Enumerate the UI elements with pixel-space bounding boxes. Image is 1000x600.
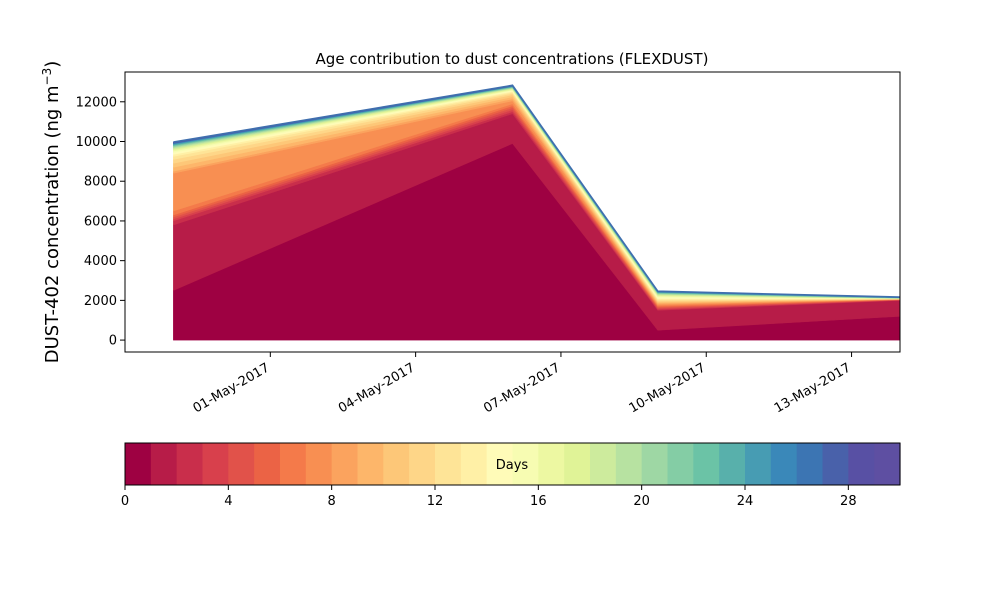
colorbar-cell bbox=[409, 443, 436, 485]
colorbar-cell bbox=[383, 443, 410, 485]
colorbar-cell bbox=[357, 443, 384, 485]
colorbar-cell bbox=[202, 443, 229, 485]
x-tick-label: 13-May-2017 bbox=[772, 360, 854, 416]
colorbar-cell bbox=[796, 443, 824, 485]
colorbar-cells bbox=[125, 443, 901, 485]
y-axis: 0 2000 4000 6000 8000 10000 12000 bbox=[76, 95, 125, 349]
colorbar-cell bbox=[460, 443, 488, 485]
colorbar-cell bbox=[641, 443, 669, 485]
colorbar-tick-label: 24 bbox=[737, 494, 754, 509]
x-axis: 01-May-2017 04-May-2017 07-May-2017 10-May-… bbox=[191, 352, 854, 416]
chart-title: Age contribution to dust concentrations … bbox=[316, 50, 709, 68]
colorbar-cell bbox=[512, 443, 539, 485]
colorbar-cell bbox=[848, 443, 875, 485]
colorbar-tick-label: 12 bbox=[427, 494, 444, 509]
colorbar-cell bbox=[538, 443, 565, 485]
colorbar-cell bbox=[125, 443, 152, 485]
y-tick-label: 10000 bbox=[76, 135, 117, 150]
colorbar-cell bbox=[331, 443, 359, 485]
colorbar-cell bbox=[254, 443, 281, 485]
colorbar-cell bbox=[176, 443, 204, 485]
y-tick-label: 6000 bbox=[84, 214, 117, 229]
area-layers bbox=[173, 84, 901, 341]
colorbar-cell bbox=[486, 443, 514, 485]
colorbar-tick-label: 4 bbox=[224, 494, 232, 509]
y-axis-label-main: DUST-402 concentration (ng m bbox=[42, 85, 63, 363]
colorbar-cell bbox=[435, 443, 462, 485]
y-tick-label: 0 bbox=[109, 334, 117, 349]
colorbar-cell bbox=[615, 443, 643, 485]
colorbar: Days 0 4 8 12 16 20 24 28 bbox=[121, 442, 901, 509]
colorbar-cell bbox=[667, 443, 694, 485]
y-tick-label: 8000 bbox=[84, 175, 117, 190]
total-line bbox=[173, 84, 901, 298]
colorbar-cell bbox=[874, 443, 901, 485]
x-tick-label: 01-May-2017 bbox=[191, 360, 273, 416]
colorbar-frame bbox=[124, 442, 901, 486]
x-tick-label: 04-May-2017 bbox=[336, 360, 418, 416]
y-axis-label-tail: ) bbox=[42, 61, 63, 68]
colorbar-cell bbox=[305, 443, 333, 485]
colorbar-tick-label: 8 bbox=[328, 494, 336, 509]
y-axis-label: DUST-402 concentration (ng m−3) bbox=[40, 61, 63, 364]
colorbar-cell bbox=[822, 443, 849, 485]
colorbar-label: Days bbox=[496, 458, 529, 473]
y-tick-label: 12000 bbox=[76, 95, 117, 110]
plot-frame bbox=[124, 71, 901, 353]
colorbar-tick-label: 28 bbox=[840, 494, 857, 509]
y-axis-label-superscript: −3 bbox=[40, 68, 54, 86]
colorbar-cell bbox=[719, 443, 746, 485]
colorbar-cell bbox=[564, 443, 591, 485]
colorbar-cell bbox=[770, 443, 798, 485]
y-tick-label: 4000 bbox=[84, 254, 117, 269]
colorbar-tick-label: 20 bbox=[633, 494, 650, 509]
x-tick-label: 07-May-2017 bbox=[481, 360, 563, 416]
colorbar-cell bbox=[590, 443, 617, 485]
colorbar-cell bbox=[745, 443, 772, 485]
colorbar-cell bbox=[228, 443, 255, 485]
colorbar-tick-label: 0 bbox=[121, 494, 129, 509]
colorbar-cell bbox=[280, 443, 307, 485]
colorbar-ticks: 0 4 8 12 16 20 24 28 bbox=[121, 485, 857, 509]
colorbar-cell bbox=[150, 443, 178, 485]
colorbar-cell bbox=[693, 443, 720, 485]
y-tick-label: 2000 bbox=[84, 294, 117, 309]
x-tick-label: 10-May-2017 bbox=[627, 360, 709, 416]
colorbar-tick-label: 16 bbox=[530, 494, 547, 509]
